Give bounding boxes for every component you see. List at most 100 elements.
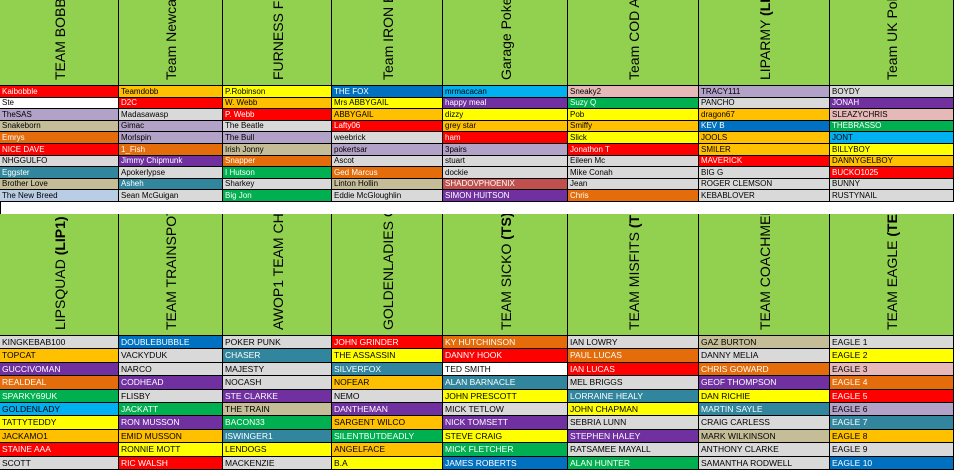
player-cell[interactable]: BUCKO1025 [830,167,954,179]
player-cell[interactable]: Mike Conah [568,167,699,179]
player-cell[interactable]: Eddie McGloughlin [332,190,443,202]
player-cell[interactable]: JONT [830,132,954,144]
player-cell[interactable]: DANNY HOOK [443,349,568,363]
player-cell[interactable]: I Hutson [223,167,332,179]
player-cell[interactable]: Jean [568,179,699,190]
player-cell[interactable]: ANGELFACE [332,443,443,457]
player-cell[interactable]: EAGLE 7 [830,416,954,430]
player-cell[interactable]: dizzy [443,109,568,121]
player-cell[interactable]: mrmacacan [443,86,568,98]
player-cell[interactable]: Eileen Mc [568,156,699,167]
player-cell[interactable]: GOLDENLADY [0,403,119,416]
player-cell[interactable]: TATTYTEDDY [0,416,119,430]
player-cell[interactable]: EAGLE 8 [830,430,954,443]
player-cell[interactable]: DAN RICHIE [699,390,830,403]
player-cell[interactable]: ABBYGAIL [332,109,443,121]
player-cell[interactable]: JACKATT [119,403,223,416]
player-cell[interactable]: CODHEAD [119,376,223,390]
player-cell[interactable]: Snapper [223,156,332,167]
player-cell[interactable]: EMID MUSSON [119,430,223,443]
player-cell[interactable]: NARCO [119,363,223,376]
player-cell[interactable]: REALDEAL [0,376,119,390]
player-cell[interactable]: Pob [568,109,699,121]
player-cell[interactable]: Big Jon [223,190,332,202]
player-cell[interactable]: ROGER CLEMSON [699,179,830,190]
player-cell[interactable]: Sean McGuigan [119,190,223,202]
player-cell[interactable]: B.A [332,457,443,470]
player-cell[interactable]: ANTHONY CLARKE [699,443,830,457]
player-cell[interactable]: ham [443,132,568,144]
player-cell[interactable]: JOHN PRESCOTT [443,390,568,403]
player-cell[interactable]: TheSAS [0,109,119,121]
player-cell[interactable]: stuart [443,156,568,167]
player-cell[interactable]: Chris [568,190,699,202]
player-cell[interactable]: POKER PUNK [223,336,332,349]
player-cell[interactable]: NICK TOMSETT [443,416,568,430]
player-cell[interactable]: D2C [119,98,223,109]
player-cell[interactable]: MARK WILKINSON [699,430,830,443]
player-cell[interactable]: 1_Fish [119,144,223,156]
player-cell[interactable]: NHGGULFO [0,156,119,167]
player-cell[interactable]: Smiffy [568,121,699,132]
player-cell[interactable]: DANTHEMAN [332,403,443,416]
player-cell[interactable]: GUCCIVOMAN [0,363,119,376]
player-cell[interactable]: BILLYBOY [830,144,954,156]
player-cell[interactable]: EAGLE 6 [830,403,954,416]
player-cell[interactable]: Sneaky2 [568,86,699,98]
player-cell[interactable]: Jimmy Chipmunk [119,156,223,167]
player-cell[interactable]: Kaibobble [0,86,119,98]
player-cell[interactable]: dragon67 [699,109,830,121]
player-cell[interactable]: TED SMITH [443,363,568,376]
player-cell[interactable]: Suzy Q [568,98,699,109]
player-cell[interactable]: SMILER [699,144,830,156]
player-cell[interactable]: EAGLE 1 [830,336,954,349]
player-cell[interactable]: THE ASSASSIN [332,349,443,363]
player-cell[interactable]: Slick [568,132,699,144]
player-cell[interactable]: RONNIE MOTT [119,443,223,457]
player-cell[interactable]: MICK FLETCHER [443,443,568,457]
player-cell[interactable]: MAJESTY [223,363,332,376]
player-cell[interactable]: The New Breed [0,190,119,202]
player-cell[interactable]: RIC WALSH [119,457,223,470]
player-cell[interactable]: Linton Hollin [332,179,443,190]
player-cell[interactable]: Sharkey [223,179,332,190]
player-cell[interactable]: SIMON HUITSON [443,190,568,202]
player-cell[interactable]: DANNYGELBOY [830,156,954,167]
player-cell[interactable]: pokertsar [332,144,443,156]
player-cell[interactable]: Madasawasp [119,109,223,121]
player-cell[interactable]: LORRAINE HEALY [568,390,699,403]
player-cell[interactable]: MEL BRIGGS [568,376,699,390]
player-cell[interactable]: Asheh [119,179,223,190]
player-cell[interactable]: FLISBY [119,390,223,403]
player-cell[interactable]: JOHN GRINDER [332,336,443,349]
player-cell[interactable]: 3pairs [443,144,568,156]
player-cell[interactable]: DOUBLEBUBBLE [119,336,223,349]
player-cell[interactable]: BACON33 [223,416,332,430]
player-cell[interactable]: NOFEAR [332,376,443,390]
player-cell[interactable]: ALAN HUNTER [568,457,699,470]
player-cell[interactable]: SAMANTHA RODWELL [699,457,830,470]
player-cell[interactable]: Apokerlypse [119,167,223,179]
player-cell[interactable]: GAZ BURTON [699,336,830,349]
player-cell[interactable]: P. Webb [223,109,332,121]
player-cell[interactable]: JACKAMO1 [0,430,119,443]
player-cell[interactable]: THEBRASSO [830,121,954,132]
player-cell[interactable]: grey star [443,121,568,132]
player-cell[interactable]: Gimac [119,121,223,132]
player-cell[interactable]: JAMES ROBERTS [443,457,568,470]
player-cell[interactable]: MICK TETLOW [443,403,568,416]
player-cell[interactable]: BIG G [699,167,830,179]
player-cell[interactable]: EAGLE 2 [830,349,954,363]
player-cell[interactable]: BOYDY [830,86,954,98]
player-cell[interactable]: dockie [443,167,568,179]
player-cell[interactable]: VACKYDUK [119,349,223,363]
player-cell[interactable]: SEBRIA LUNN [568,416,699,430]
player-cell[interactable]: Mrs ABBYGAIL [332,98,443,109]
player-cell[interactable]: Lafty06 [332,121,443,132]
player-cell[interactable]: Emrys [0,132,119,144]
player-cell[interactable]: TOPCAT [0,349,119,363]
player-cell[interactable]: STAINE AAA [0,443,119,457]
player-cell[interactable]: P.Robinson [223,86,332,98]
player-cell[interactable]: MACKENZIE [223,457,332,470]
player-cell[interactable]: NEMO [332,390,443,403]
